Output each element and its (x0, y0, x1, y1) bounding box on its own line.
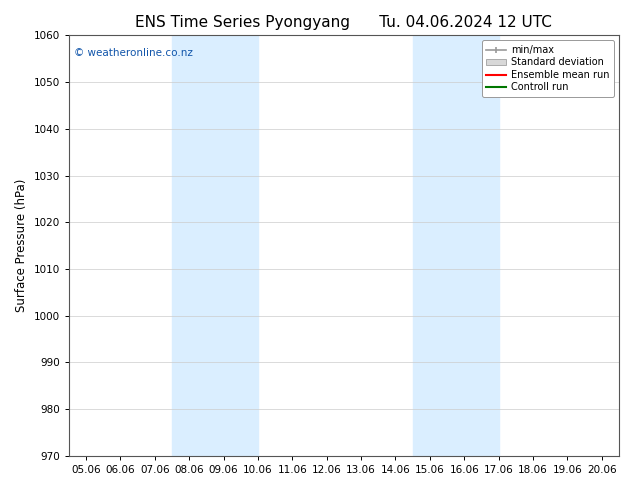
Bar (172, 35, 258, 456)
Text: © weatheronline.co.nz: © weatheronline.co.nz (74, 48, 193, 58)
Legend: min/max, Standard deviation, Ensemble mean run, Controll run: min/max, Standard deviation, Ensemble me… (482, 40, 614, 97)
Y-axis label: Surface Pressure (hPa): Surface Pressure (hPa) (15, 179, 28, 312)
Bar (413, 35, 499, 456)
Title: ENS Time Series Pyongyang      Tu. 04.06.2024 12 UTC: ENS Time Series Pyongyang Tu. 04.06.2024… (136, 15, 552, 30)
